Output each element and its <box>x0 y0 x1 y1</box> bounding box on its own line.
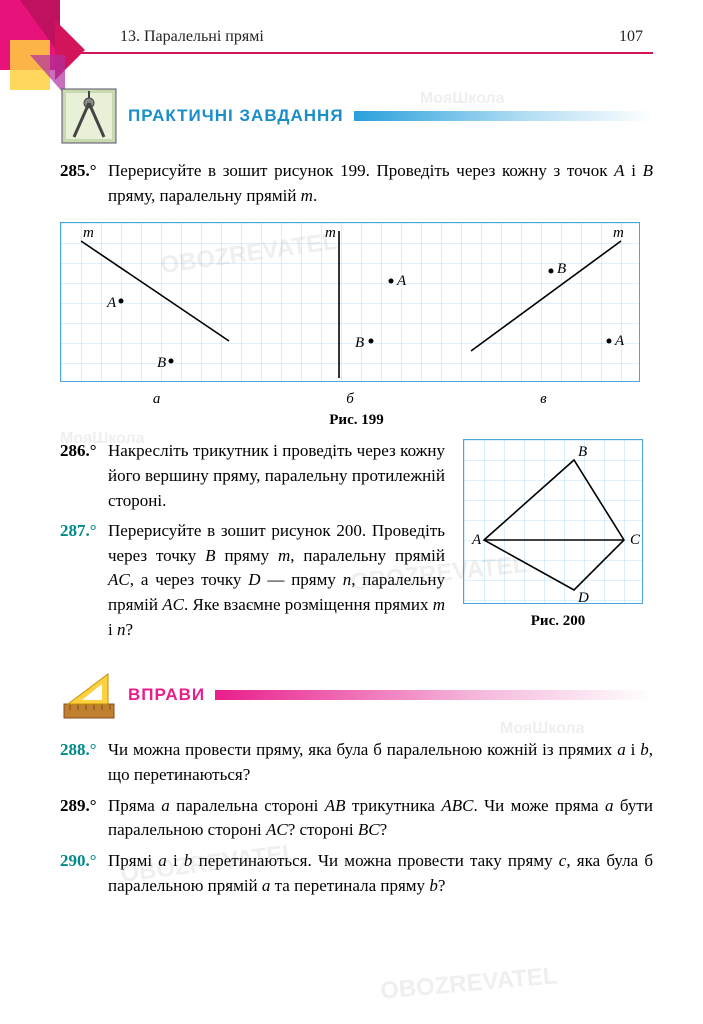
fig200-caption: Рис. 200 <box>463 613 653 630</box>
chapter-title: 13. Паралельні прямі <box>120 28 264 46</box>
fig199-label-c: в <box>447 391 640 408</box>
task-body-286: Накресліть трикутник і проведіть через к… <box>108 439 445 513</box>
svg-text:A: A <box>396 273 407 289</box>
figure-200: A B C D Рис. 200 <box>463 439 653 648</box>
task-num-288: 288.° <box>60 738 108 787</box>
fig199-label-b: б <box>253 391 446 408</box>
task-body-287: Перерисуйте в зошит рисунок 200. Проведі… <box>108 519 445 642</box>
watermark: OBOZREVATEL <box>379 962 559 1005</box>
section-exercises-title: ВПРАВИ <box>128 685 205 705</box>
fig199-label-a: а <box>60 391 253 408</box>
page-header: 13. Паралельні прямі 107 <box>0 28 703 46</box>
svg-text:A: A <box>471 532 482 548</box>
svg-text:A: A <box>106 295 117 311</box>
section-practical-bar <box>354 111 653 121</box>
section-exercises-header: ВПРАВИ <box>60 666 653 724</box>
figure-199-svg: m A B m A B m A B <box>60 222 640 382</box>
svg-text:B: B <box>157 355 166 371</box>
section-exercises-bar <box>215 690 653 700</box>
svg-text:m: m <box>613 225 624 241</box>
ruler-triangle-icon <box>60 666 118 724</box>
task-num-289: 289.° <box>60 794 108 843</box>
compass-icon <box>60 87 118 145</box>
svg-text:B: B <box>355 335 364 351</box>
figure-200-svg: A B C D <box>463 439 643 604</box>
task-num-285: 285.° <box>60 159 108 208</box>
task-num-290: 290.° <box>60 849 108 898</box>
task-288: 288.° Чи можна провести пряму, яка була … <box>60 738 653 787</box>
task-290: 290.° Прямі a і b перетинаються. Чи можн… <box>60 849 653 898</box>
svg-text:m: m <box>83 225 94 241</box>
figure-199: m A B m A B m A B а б в Рис. 199 <box>60 222 653 429</box>
task-289: 289.° Пряма a паралельна стороні AB трик… <box>60 794 653 843</box>
task-body-290: Прямі a і b перетинаються. Чи можна пров… <box>108 849 653 898</box>
header-rule <box>60 52 653 54</box>
page-number: 107 <box>619 28 643 46</box>
fig199-caption: Рис. 199 <box>60 412 653 429</box>
svg-text:B: B <box>578 444 587 460</box>
task-num-286: 286.° <box>60 439 108 513</box>
task-body-289: Пряма a паралельна стороні AB трикутника… <box>108 794 653 843</box>
task-num-287: 287.° <box>60 519 108 642</box>
task-287: 287.° Перерисуйте в зошит рисунок 200. П… <box>60 519 445 642</box>
svg-text:C: C <box>630 532 641 548</box>
task-286: 286.° Накресліть трикутник і проведіть ч… <box>60 439 445 513</box>
task-body-285: Перерисуйте в зошит рисунок 199. Проведі… <box>108 159 653 208</box>
task-285: 285.° Перерисуйте в зошит рисунок 199. П… <box>60 159 653 208</box>
svg-text:m: m <box>325 225 336 241</box>
section-practical-title: ПРАКТИЧНІ ЗАВДАННЯ <box>128 106 344 126</box>
svg-text:D: D <box>577 590 589 604</box>
section-practical-header: ПРАКТИЧНІ ЗАВДАННЯ <box>60 87 653 145</box>
svg-text:A: A <box>614 333 625 349</box>
task-body-288: Чи можна провести пряму, яка була б пара… <box>108 738 653 787</box>
svg-text:B: B <box>557 261 566 277</box>
